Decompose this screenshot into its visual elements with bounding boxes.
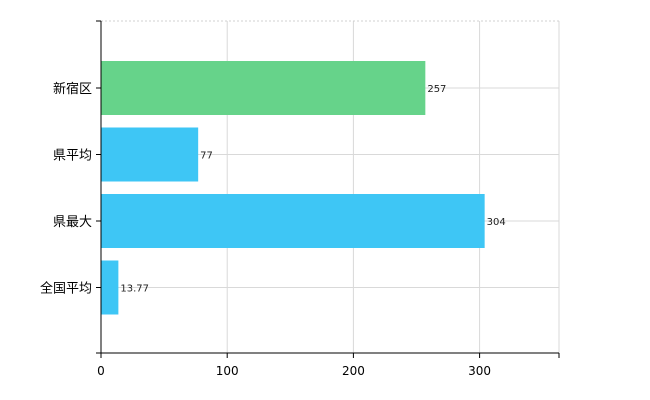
category-label: 全国平均 <box>40 281 92 297</box>
axes <box>96 20 560 358</box>
category-label: 新宿区 <box>53 81 92 97</box>
data-label: 13.77 <box>120 284 149 295</box>
x-tick-label: 100 <box>216 364 239 378</box>
category-label: 県平均 <box>53 149 92 164</box>
bars <box>101 61 485 315</box>
data-label: 304 <box>487 217 506 228</box>
bar <box>101 127 199 182</box>
bar <box>101 194 485 248</box>
category-label: 県最大 <box>53 215 92 230</box>
x-tick-label: 200 <box>342 364 365 378</box>
data-label: 257 <box>427 84 446 95</box>
data-label: 77 <box>200 151 213 162</box>
bar <box>101 61 426 115</box>
x-tick-label: 0 <box>97 364 105 378</box>
bar <box>101 260 119 315</box>
x-tick-label: 300 <box>468 364 491 378</box>
